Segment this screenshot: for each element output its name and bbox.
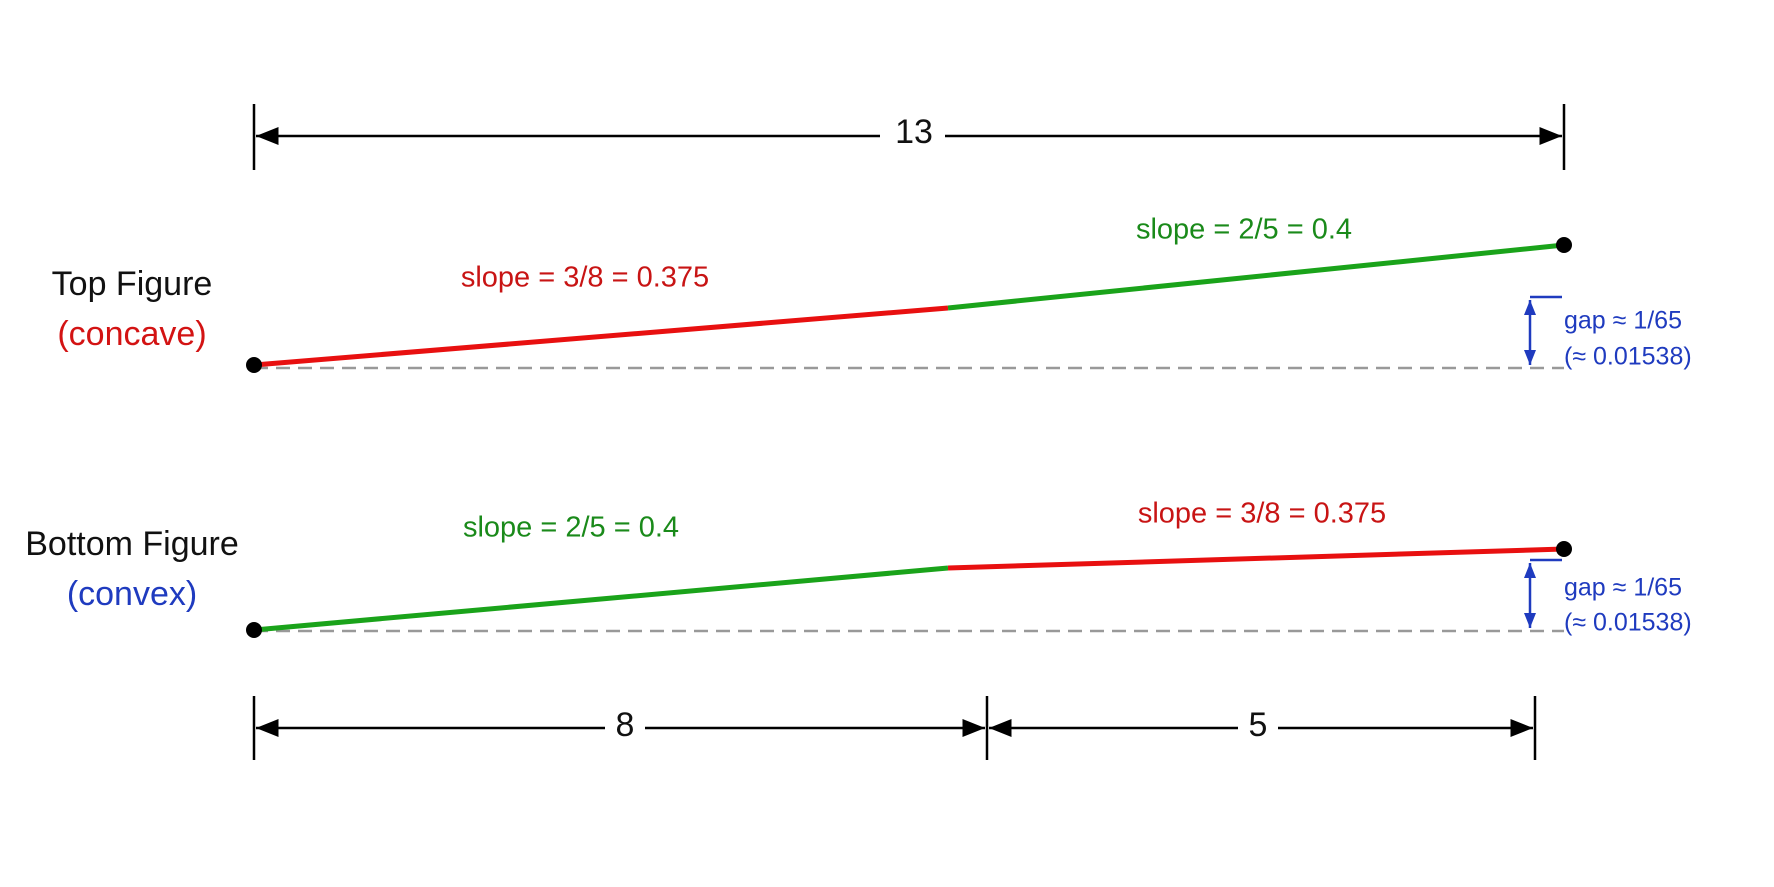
slope-label: slope = 2/5 = 0.4	[463, 512, 679, 544]
top-figure: Top Figure (concave) slope = 3/8 = 0.375…	[52, 214, 1692, 373]
gap-label: gap ≈ 1/65	[1564, 574, 1682, 602]
slope-label: slope = 3/8 = 0.375	[1138, 498, 1386, 530]
figure-title: Bottom Figure	[25, 525, 239, 563]
gap-label: gap ≈ 1/65	[1564, 307, 1682, 335]
total-dimension: 13	[252, 104, 1566, 170]
figure-subtitle: (concave)	[57, 315, 206, 353]
slope-label: slope = 3/8 = 0.375	[461, 262, 709, 294]
figure-title: Top Figure	[52, 265, 213, 303]
segment-dimensions: 8 5	[252, 696, 1537, 760]
figure-subtitle: (convex)	[67, 575, 197, 613]
dimension-label: 5	[1249, 706, 1268, 744]
dimension-label: 13	[895, 113, 933, 151]
slope-label: slope = 2/5 = 0.4	[1136, 214, 1352, 246]
gap-decimal: (≈ 0.01538)	[1564, 343, 1692, 371]
dimension-label: 8	[616, 706, 635, 744]
bottom-figure: Bottom Figure (convex) slope = 2/5 = 0.4…	[25, 498, 1692, 638]
gap-decimal: (≈ 0.01538)	[1564, 609, 1692, 637]
